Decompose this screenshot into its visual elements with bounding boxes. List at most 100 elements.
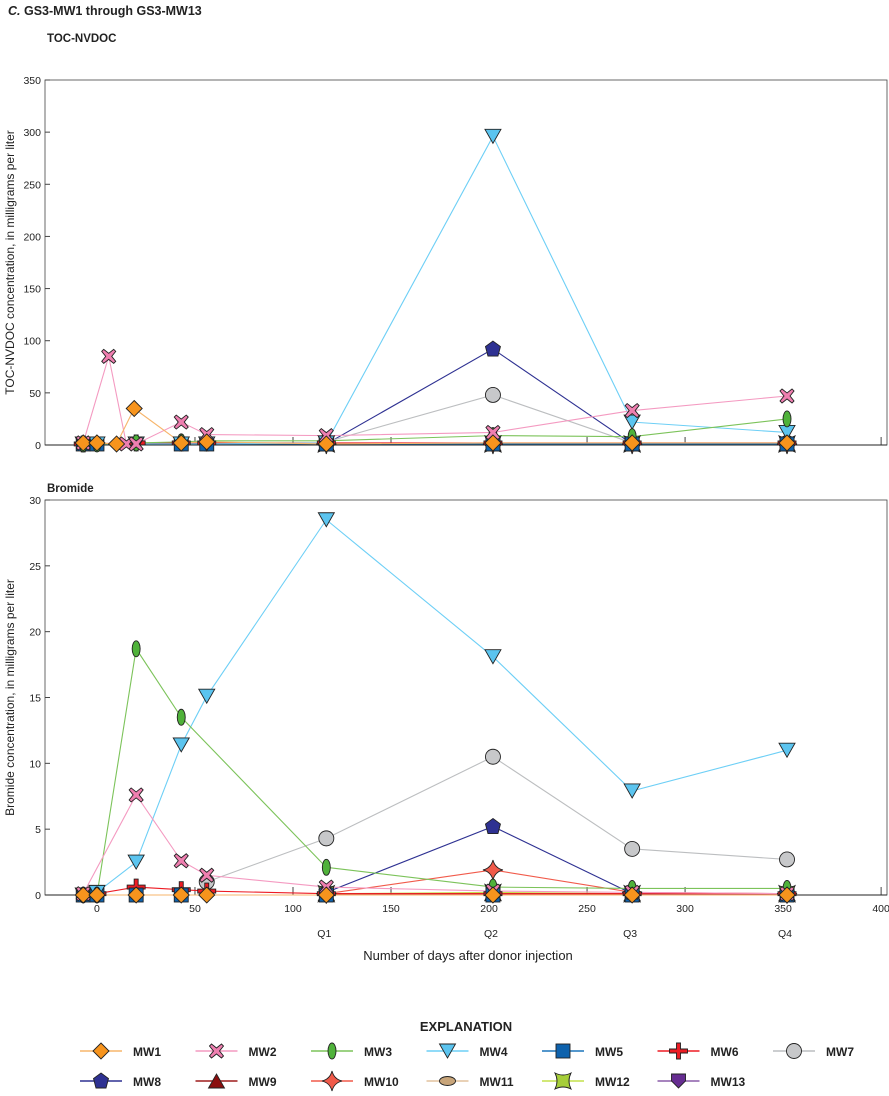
data-point-mw7 xyxy=(485,386,501,403)
x-tick-label: 250 xyxy=(578,903,596,915)
data-point-mw4 xyxy=(127,854,145,870)
legend-item-mw4: MW4 xyxy=(426,1043,508,1059)
data-point-mw2 xyxy=(199,867,215,883)
data-point-mw7 xyxy=(624,840,641,857)
x-tick-label: 400 xyxy=(872,903,889,915)
legend-label: MW3 xyxy=(364,1045,392,1059)
data-point-mw7 xyxy=(318,830,335,847)
data-point-mw4 xyxy=(317,512,336,528)
data-point-mw1 xyxy=(198,886,216,904)
data-point-mw8 xyxy=(484,817,501,834)
x-axis-label: Number of days after donor injection xyxy=(363,948,573,963)
data-point-mw3 xyxy=(131,640,141,658)
legend-item-mw10: MW10 xyxy=(311,1070,399,1092)
data-point-mw2 xyxy=(624,402,640,419)
series-line-mw3 xyxy=(83,647,788,896)
legend-title: EXPLANATION xyxy=(420,1019,512,1034)
quarter-label: Q3 xyxy=(623,928,637,940)
data-point-mw2 xyxy=(779,388,795,404)
data-point-mw1 xyxy=(74,434,92,452)
data-point-mw1 xyxy=(623,886,641,904)
legend-marker-icon xyxy=(669,1042,688,1060)
legend-label: MW2 xyxy=(249,1045,277,1059)
y-axis-label: TOC-NVDOC concentration, in milligrams p… xyxy=(3,130,17,395)
figure-title: GS3-MW1 through GS3-MW13 xyxy=(23,4,202,18)
legend-marker-icon xyxy=(92,1072,110,1089)
legend-marker-icon xyxy=(208,1043,225,1059)
legend: EXPLANATION MW1 MW2 MW3 MW4 MW5 MW6 MW7 MW8 MW9 MW… xyxy=(80,1019,854,1092)
plot-frame xyxy=(44,79,888,446)
data-point-mw1 xyxy=(317,886,335,904)
legend-item-mw13: MW13 xyxy=(657,1073,745,1089)
data-point-mw3 xyxy=(176,708,186,726)
data-point-mw1 xyxy=(172,886,190,904)
y-tick-label: 100 xyxy=(23,336,41,348)
y-tick-label: 0 xyxy=(35,890,41,902)
legend-marker-icon xyxy=(92,1042,110,1060)
figure-heading: C. GS3-MW1 through GS3-MW13 xyxy=(8,4,202,18)
quarter-label: Q1 xyxy=(317,928,331,940)
legend-item-mw5: MW5 xyxy=(542,1043,623,1059)
data-point-mw2 xyxy=(128,436,144,452)
legend-marker-icon xyxy=(786,1043,802,1059)
y-tick-label: 0 xyxy=(35,440,41,452)
y-tick-label: 15 xyxy=(29,693,41,705)
y-tick-label: 30 xyxy=(29,495,41,507)
data-point-mw1 xyxy=(88,434,106,452)
quarter-label: Q2 xyxy=(484,928,498,940)
legend-label: MW10 xyxy=(364,1075,399,1089)
legend-item-mw1: MW1 xyxy=(80,1042,161,1060)
legend-marker-icon xyxy=(553,1071,573,1091)
data-point-mw3 xyxy=(321,858,331,876)
data-point-mw1 xyxy=(317,435,335,453)
series-line-mw7 xyxy=(206,756,788,883)
x-tick-label: 100 xyxy=(284,903,302,915)
legend-marker-icon xyxy=(207,1073,226,1089)
legend-marker-icon xyxy=(327,1042,337,1060)
panel-title: TOC-NVDOC xyxy=(47,33,116,45)
data-point-mw1 xyxy=(484,434,502,452)
legend-label: MW11 xyxy=(480,1075,514,1089)
legend-marker-icon xyxy=(671,1073,686,1089)
series-line-mw2 xyxy=(82,356,788,445)
data-point-mw2 xyxy=(173,414,189,430)
series-line-mw4 xyxy=(83,518,788,896)
series-line-mw3 xyxy=(83,418,788,445)
data-point-mw2 xyxy=(485,424,501,441)
x-tick-label: 300 xyxy=(676,903,694,915)
data-point-mw2 xyxy=(101,348,117,364)
data-point-mw1 xyxy=(484,886,502,904)
legend-item-mw8: MW8 xyxy=(80,1072,161,1089)
figure-label: C. xyxy=(8,4,21,18)
legend-label: MW4 xyxy=(480,1045,508,1059)
y-tick-label: 10 xyxy=(29,758,41,770)
data-point-mw10 xyxy=(482,859,504,881)
data-point-mw1 xyxy=(778,434,796,452)
legend-label: MW5 xyxy=(595,1045,623,1059)
data-point-mw1 xyxy=(623,434,641,452)
data-point-mw1 xyxy=(172,434,190,452)
data-point-mw1 xyxy=(198,433,216,451)
x-tick-label: 150 xyxy=(382,903,400,915)
series-line-mw4 xyxy=(83,135,788,445)
data-point-mw2 xyxy=(173,853,189,869)
panel-toc-nvdoc: TOC-NVDOC 0 50 100 150 200 250 300 350 TOC-NVDOC … xyxy=(3,33,888,455)
y-tick-label: 350 xyxy=(23,75,41,87)
legend-marker-icon xyxy=(439,1076,456,1086)
legend-label: MW7 xyxy=(826,1045,854,1059)
data-point-mw7 xyxy=(485,748,501,765)
legend-item-mw7: MW7 xyxy=(773,1043,854,1059)
data-point-mw1 xyxy=(778,886,796,904)
data-point-mw8 xyxy=(484,340,501,357)
y-tick-label: 5 xyxy=(35,824,41,836)
legend-marker-icon xyxy=(555,1043,571,1059)
panel-bromide: Bromide 0 5 10 15 20 25 30 Bromide concentration… xyxy=(3,483,889,963)
y-tick-label: 20 xyxy=(29,627,41,639)
y-tick-label: 200 xyxy=(23,231,41,243)
y-tick-label: 25 xyxy=(29,561,41,573)
data-point-mw1 xyxy=(88,886,106,904)
legend-label: MW12 xyxy=(595,1075,630,1089)
series-line-mw8 xyxy=(326,348,788,445)
series-line-mw2 xyxy=(82,793,788,895)
